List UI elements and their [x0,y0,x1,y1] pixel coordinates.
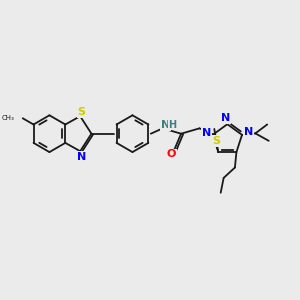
Text: S: S [212,136,220,146]
Text: S: S [78,107,86,117]
Text: N: N [77,152,86,161]
Text: N: N [202,128,211,138]
Text: H: H [168,120,176,130]
Text: N: N [221,113,230,123]
Text: O: O [167,149,176,159]
Text: CH₃: CH₃ [2,115,14,121]
Text: N: N [244,127,253,137]
Text: N: N [161,120,170,130]
